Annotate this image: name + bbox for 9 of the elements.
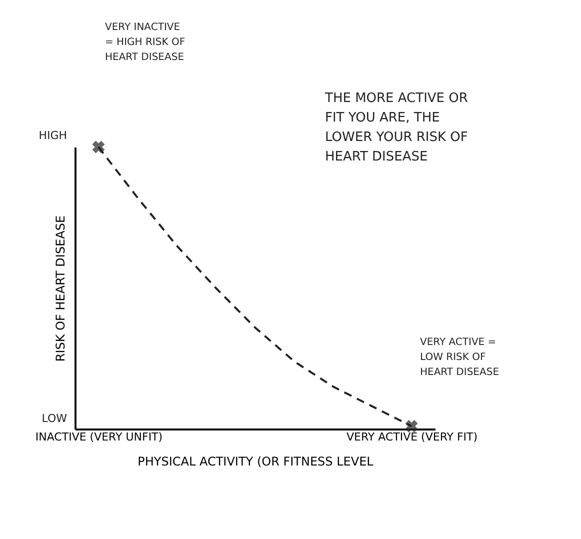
text: HIGH — [38, 129, 67, 142]
y-axis-title: RISK OF HEART DISEASE — [54, 215, 68, 362]
text: LOW — [42, 412, 68, 425]
annotation: THE MORE ACTIVE OR FIT YOU ARE, THE LOWER YOUR RISK OF HEART DISEASE — [324, 91, 468, 164]
annotation: VERY ACTIVE = LOW RISK OF HEART DISEASE — [420, 337, 500, 378]
text: VERY INACTIVE = HIGH RISK OF HEART DISEASE — [105, 22, 186, 63]
x-tick-label: VERY ACTIVE (VERY FIT) — [346, 430, 478, 444]
x-tick-label: INACTIVE (VERY UNFIT) — [35, 430, 163, 444]
x-axis-title: PHYSICAL ACTIVITY (OR FITNESS LEVEL — [138, 454, 374, 468]
